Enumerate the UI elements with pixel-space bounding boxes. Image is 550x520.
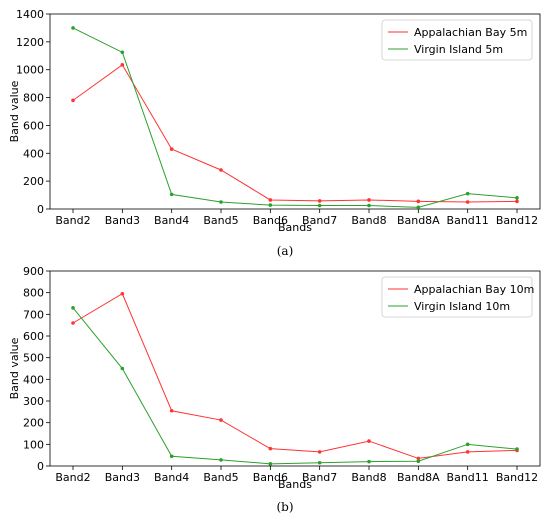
x-tick-label: Band4 xyxy=(154,214,189,227)
x-tick-label: Band11 xyxy=(447,214,489,227)
x-tick-label: Band6 xyxy=(253,214,288,227)
y-tick-label: 300 xyxy=(23,395,44,408)
y-tick-label: 500 xyxy=(23,352,44,365)
x-tick-label: Band6 xyxy=(253,471,288,484)
y-tick-label: 100 xyxy=(23,438,44,451)
x-tick-label: Band8A xyxy=(397,471,440,484)
legend-entry: Appalachian Bay 5m xyxy=(414,26,527,39)
chart-a: 0 200 400 600 800 1000 1200 1400 Band2 Band3 Band4… xyxy=(8,8,541,258)
series-line-appalachian-bay xyxy=(72,64,518,203)
data-point xyxy=(71,26,75,30)
figure-caption: (b) xyxy=(276,500,293,514)
x-tick-label: Band8 xyxy=(351,214,386,227)
data-point xyxy=(120,291,125,296)
x-tick-label: Band4 xyxy=(154,471,189,484)
data-point xyxy=(317,460,322,465)
y-axis-label: Band value xyxy=(8,80,21,142)
data-point xyxy=(219,458,223,462)
data-point xyxy=(120,366,125,371)
data-point xyxy=(416,199,421,204)
data-point xyxy=(71,98,75,103)
x-axis-label: Bands xyxy=(278,478,312,491)
x-tick-label: Band8A xyxy=(397,214,440,227)
y-tick-label: 1000 xyxy=(16,64,44,77)
data-point xyxy=(465,191,470,196)
y-tick-label: 700 xyxy=(23,308,44,321)
x-tick-label: Band12 xyxy=(496,471,538,484)
legend-entry: Virgin Island 5m xyxy=(414,43,503,56)
x-tick-label: Band7 xyxy=(302,214,337,227)
y-tick-label: 200 xyxy=(23,417,44,430)
x-tick-label: Band5 xyxy=(203,214,238,227)
x-tick-label: Band8 xyxy=(351,471,386,484)
y-tick-label: 600 xyxy=(23,330,44,343)
data-point xyxy=(416,456,421,461)
data-point xyxy=(120,50,125,55)
data-point xyxy=(71,306,75,310)
y-tick-label: 400 xyxy=(23,147,44,160)
data-point xyxy=(169,454,174,459)
y-tick-label: 400 xyxy=(23,373,44,386)
data-point xyxy=(465,450,470,454)
series-line-virgin-island xyxy=(72,307,518,465)
data-point xyxy=(268,203,273,207)
data-point xyxy=(515,199,519,204)
y-tick-label: 900 xyxy=(23,265,44,278)
y-tick-label: 800 xyxy=(23,92,44,105)
legend-entry: Virgin Island 10m xyxy=(414,300,510,313)
figure-caption: (a) xyxy=(277,244,294,258)
data-point xyxy=(515,447,519,451)
x-tick-label: Band5 xyxy=(203,471,238,484)
data-point xyxy=(465,200,470,204)
x-tick-label: Band12 xyxy=(496,214,538,227)
x-tick-label: Band2 xyxy=(55,471,90,484)
data-point xyxy=(367,203,371,208)
data-point xyxy=(268,446,273,451)
x-tick-label: Band7 xyxy=(302,471,337,484)
data-point xyxy=(219,168,223,172)
data-point xyxy=(169,408,174,413)
data-point xyxy=(515,196,519,200)
legend-box xyxy=(381,19,533,61)
data-point xyxy=(416,459,421,464)
y-tick-label: 0 xyxy=(37,460,44,473)
x-tick-label: Band3 xyxy=(105,471,140,484)
data-point xyxy=(465,442,470,447)
data-point xyxy=(416,205,421,210)
data-point xyxy=(317,199,322,203)
legend-entry: Appalachian Bay 10m xyxy=(414,283,534,296)
data-point xyxy=(219,418,223,422)
data-point xyxy=(169,147,174,151)
plot-frame xyxy=(49,13,541,210)
data-point xyxy=(367,459,371,464)
x-tick-label: Band2 xyxy=(55,214,90,227)
y-axis-label: Band value xyxy=(8,337,21,399)
y-tick-label: 0 xyxy=(37,203,44,216)
data-point xyxy=(268,462,273,466)
y-tick-label: 200 xyxy=(23,175,44,188)
x-tick-label: Band3 xyxy=(105,214,140,227)
x-tick-label: Band11 xyxy=(447,471,489,484)
series-line-appalachian-bay xyxy=(72,293,518,459)
data-point xyxy=(219,200,223,204)
data-point xyxy=(120,63,125,67)
y-tick-label: 1200 xyxy=(16,36,44,49)
chart-b: 0 100 200 300 400 500 600 700 800 900 Band2 Band3 Ba… xyxy=(8,265,541,514)
legend-box xyxy=(381,276,533,318)
y-tick-label: 1400 xyxy=(16,8,44,21)
plot-frame xyxy=(49,270,541,467)
series-line-virgin-island xyxy=(72,27,518,208)
data-point xyxy=(367,198,371,202)
x-axis-label: Bands xyxy=(278,221,312,234)
y-tick-label: 800 xyxy=(23,287,44,300)
data-point xyxy=(367,439,371,443)
data-point xyxy=(71,321,75,325)
y-tick-label: 600 xyxy=(23,119,44,132)
data-point xyxy=(169,192,174,197)
data-point xyxy=(268,198,273,202)
data-point xyxy=(317,203,322,208)
data-point xyxy=(317,450,322,454)
